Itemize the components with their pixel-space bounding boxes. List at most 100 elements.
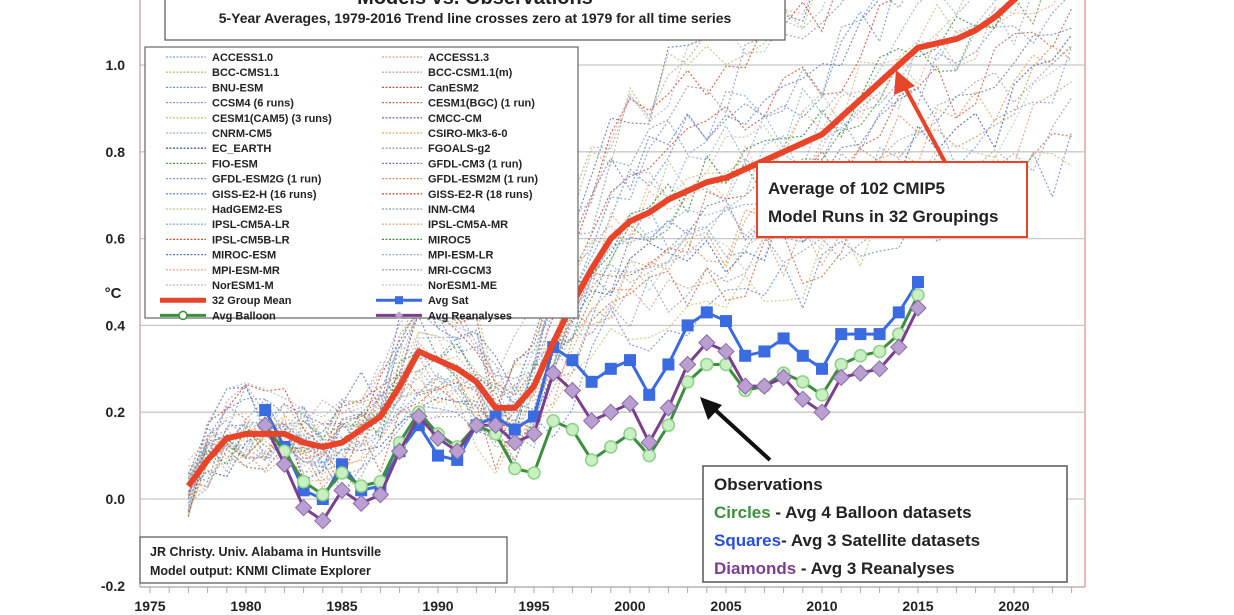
legend-item: MIROC5 xyxy=(382,234,471,246)
legend-item: CESM1(BGC) (1 run) xyxy=(382,98,535,110)
diamond-marker xyxy=(640,433,658,452)
legend-label: BNU-ESM xyxy=(212,82,263,94)
legend-item: GFDL-CM3 (1 run) xyxy=(382,158,522,170)
square-marker xyxy=(796,349,809,362)
model-run-line xyxy=(188,0,814,467)
diamond-marker xyxy=(832,368,850,387)
square-marker xyxy=(432,449,444,462)
legend-item: CMCC-CM xyxy=(382,113,482,125)
circle-marker xyxy=(911,288,925,302)
square-marker xyxy=(604,362,617,375)
circle-marker xyxy=(872,344,887,359)
legend-item: IPSL-CM5B-LR xyxy=(166,234,290,246)
legend-label: CESM1(CAM5) (3 runs) xyxy=(212,113,332,125)
legend-item: FIO-ESM xyxy=(166,158,258,170)
legend-label: CanESM2 xyxy=(428,82,479,94)
diamond-marker xyxy=(294,498,313,517)
legend-item: GFDL-ESM2G (1 run) xyxy=(166,174,322,186)
credit-line-2: Model output: KNMI Climate Explorer xyxy=(150,564,371,578)
model-run-line xyxy=(187,0,893,510)
square-marker xyxy=(912,276,924,288)
title-box: Models vs. Observations 5-Year Averages,… xyxy=(164,0,786,41)
x-tick-label: 1995 xyxy=(518,598,549,614)
square-marker xyxy=(873,328,886,341)
legend-label: IPSL-CM5A-LR xyxy=(212,219,290,231)
square-marker xyxy=(854,328,867,341)
legend-label: NorESM1-ME xyxy=(428,280,497,292)
y-tick-label: 0.2 xyxy=(106,404,126,420)
credit-line-1: JR Christy. Univ. Alabama in Huntsville xyxy=(150,545,381,559)
legend-label: GFDL-ESM2M (1 run) xyxy=(428,174,538,186)
legend-label: MRI-CGCM3 xyxy=(428,265,492,277)
square-marker xyxy=(624,354,636,367)
square-marker xyxy=(720,315,732,328)
legend-item: HadGEM2-ES xyxy=(166,204,282,216)
circle-marker xyxy=(296,474,311,489)
diamond-marker xyxy=(890,338,908,356)
diamond-marker xyxy=(506,433,524,452)
circle-marker xyxy=(661,418,676,432)
circle-marker xyxy=(815,388,829,402)
y-tick-label: -0.2 xyxy=(101,578,125,594)
obs-line-reanalyses: Diamonds - Avg 3 Reanalyses xyxy=(714,559,955,578)
legend: ACCESS1.0 ACCESS1.3 BCC-CMS1.1 BCC-CSM1.1(m… xyxy=(144,46,579,322)
legend-label: FIO-ESM xyxy=(212,158,258,170)
circle-marker xyxy=(642,448,656,463)
diamond-marker xyxy=(851,364,870,382)
legend-item: MIROC-ESM xyxy=(166,250,276,262)
model-run-line xyxy=(187,0,1057,469)
model-run-line xyxy=(187,45,1072,494)
legend-item: IPSL-CM5A-MR xyxy=(382,219,508,231)
diamond-marker xyxy=(390,442,409,460)
legend-label: CMCC-CM xyxy=(428,113,482,125)
diamond-marker xyxy=(794,390,812,408)
square-marker xyxy=(566,354,579,367)
legend-label: BCC-CMS1.1 xyxy=(212,67,279,79)
square-marker xyxy=(777,332,790,345)
legend-item: FGOALS-g2 xyxy=(382,143,490,155)
circle-marker xyxy=(508,461,522,476)
circle-marker xyxy=(584,453,599,467)
diamond-marker xyxy=(659,399,678,417)
x-tick-label: 2015 xyxy=(902,598,933,614)
observations-annotation: Observations Circles - Avg 4 Balloon dat… xyxy=(700,397,1068,583)
square-marker xyxy=(835,328,848,341)
legend-label: HadGEM2-ES xyxy=(212,204,282,216)
square-marker xyxy=(758,345,771,358)
diamond-marker xyxy=(736,377,754,395)
diamond-marker xyxy=(448,442,466,460)
legend-item: CCSM4 (6 runs) xyxy=(166,98,294,110)
square-marker xyxy=(892,306,905,319)
model-run-line xyxy=(188,27,1072,483)
square-marker xyxy=(508,423,521,436)
diamond-marker xyxy=(755,377,774,395)
x-tick-label: 1980 xyxy=(230,598,261,614)
model-run-line xyxy=(187,0,905,483)
model-run-line xyxy=(187,0,880,475)
x-tick-label: 1975 xyxy=(134,598,165,614)
legend-label: MIROC5 xyxy=(428,234,471,246)
diamond-marker xyxy=(582,412,601,430)
legend-item: GFDL-ESM2M (1 run) xyxy=(382,174,538,186)
diamond-marker xyxy=(870,360,889,378)
legend-item: ACCESS1.0 xyxy=(166,52,273,64)
legend-label: Avg Balloon xyxy=(212,310,276,322)
legend-item: Avg Sat xyxy=(376,295,469,307)
legend-label: 32 Group Mean xyxy=(212,295,292,307)
circle-marker xyxy=(700,357,714,372)
diamond-marker xyxy=(410,407,428,426)
diamond-marker xyxy=(525,425,543,443)
diamond-marker xyxy=(544,364,562,382)
model-annotation-line-1: Average of 102 CMIP5 xyxy=(768,179,945,198)
legend-item: MPI-ESM-MR xyxy=(166,265,280,277)
circle-marker xyxy=(604,440,618,454)
legend-item: MPI-ESM-LR xyxy=(382,250,493,262)
series-group xyxy=(185,0,1019,530)
diamond-marker xyxy=(429,429,447,447)
circle-marker xyxy=(796,375,810,389)
series-line xyxy=(185,0,1019,488)
diamond-marker xyxy=(275,455,294,473)
legend-label: GFDL-CM3 (1 run) xyxy=(428,158,522,170)
square-marker xyxy=(585,375,598,388)
square-marker xyxy=(643,388,656,401)
